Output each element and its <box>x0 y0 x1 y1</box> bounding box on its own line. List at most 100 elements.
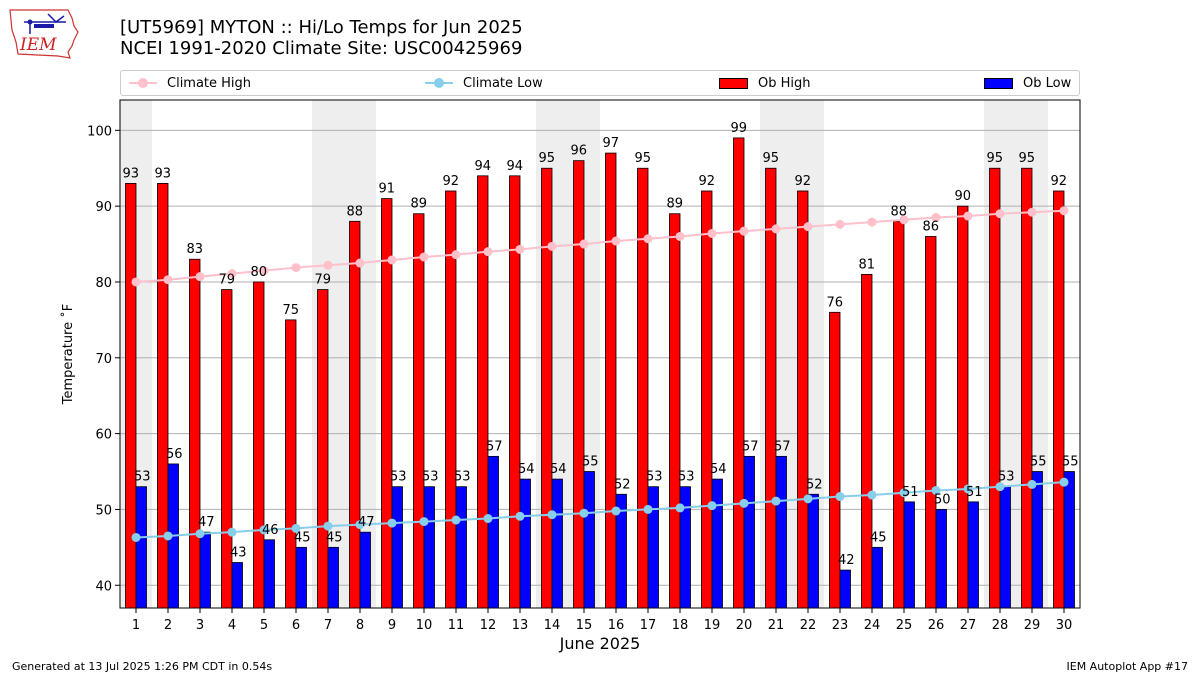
x-tick-label: 2 <box>164 618 172 633</box>
ob-low-bar <box>967 501 979 609</box>
climate-high-point <box>995 209 1005 219</box>
ob-high-value-label: 76 <box>826 295 843 310</box>
ob-high-bar <box>1021 167 1033 609</box>
climate-low-point <box>867 490 877 500</box>
y-tick-label: 60 <box>95 428 112 443</box>
climate-low-point <box>419 517 429 527</box>
chart-legend: Climate High Climate Low Ob High Ob Low <box>120 70 1080 96</box>
x-tick-label: 25 <box>896 618 913 633</box>
ob-high-bar <box>1053 190 1065 609</box>
ob-low-bar <box>1063 471 1075 609</box>
ob-high-value-label: 92 <box>1050 174 1067 189</box>
ob-low-value-label: 54 <box>550 462 567 477</box>
ob-high-bar <box>957 205 969 609</box>
climate-high-point <box>771 224 781 234</box>
ob-high-value-label: 91 <box>378 182 395 197</box>
ob-high-bar <box>989 167 1001 609</box>
ob-low-bar <box>935 509 947 609</box>
ob-high-value-label: 93 <box>154 166 171 181</box>
ob-high-value-label: 80 <box>250 265 267 280</box>
ob-high-bar <box>317 289 329 609</box>
climate-high-point <box>547 241 557 251</box>
ob-low-bar <box>903 501 915 609</box>
climate-low-point <box>387 518 397 528</box>
ob-high-value-label: 94 <box>506 159 523 174</box>
y-tick-label: 50 <box>95 503 112 518</box>
x-tick-label: 10 <box>416 618 433 633</box>
ob-low-value-label: 55 <box>1030 455 1047 470</box>
ob-low-value-label: 45 <box>294 530 311 545</box>
ob-high-value-label: 93 <box>122 166 139 181</box>
ob-low-value-label: 55 <box>1062 455 1079 470</box>
ob-high-value-label: 89 <box>666 197 683 212</box>
climate-high-point <box>643 234 653 244</box>
climate-low-point <box>131 532 141 542</box>
ob-high-bar <box>349 220 361 609</box>
x-tick-label: 9 <box>388 618 396 633</box>
climate-high-point <box>835 219 845 229</box>
climate-high-point <box>1059 206 1069 216</box>
ob-low-value-label: 53 <box>678 470 695 485</box>
climate-high-point <box>675 231 685 241</box>
ob-high-value-label: 94 <box>474 159 491 174</box>
climate-high-point <box>611 236 621 246</box>
legend-item-climate-low: Climate Low <box>425 71 543 95</box>
ob-high-bar <box>701 190 713 609</box>
y-tick-label: 90 <box>95 200 112 215</box>
ob-high-bar <box>573 160 585 609</box>
ob-high-value-label: 96 <box>570 144 587 159</box>
ob-low-value-label: 53 <box>998 470 1015 485</box>
climate-high-point <box>355 258 365 268</box>
x-tick-label: 4 <box>228 618 236 633</box>
ob-high-bar <box>125 183 137 609</box>
ob-low-value-label: 50 <box>934 492 951 507</box>
x-tick-label: 28 <box>992 618 1009 633</box>
legend-label: Ob Low <box>1023 75 1072 91</box>
ob-high-bar <box>733 137 745 609</box>
x-tick-label: 15 <box>576 618 593 633</box>
ob-low-value-label: 57 <box>486 439 503 454</box>
ob-high-value-label: 95 <box>1018 151 1035 166</box>
ob-high-value-label: 99 <box>730 121 747 136</box>
y-tick-label: 80 <box>95 276 112 291</box>
ob-high-bar <box>541 167 553 609</box>
x-tick-label: 3 <box>196 618 204 633</box>
ob-high-bar <box>605 152 617 609</box>
climate-high-point <box>259 266 269 276</box>
ob-low-bar <box>743 455 755 609</box>
climate-low-point <box>1027 479 1037 489</box>
x-tick-label: 22 <box>800 618 817 633</box>
ob-high-bar <box>509 175 521 609</box>
ob-high-bar <box>765 167 777 609</box>
ob-high-value-label: 79 <box>218 273 235 288</box>
ob-low-bar <box>487 455 499 609</box>
y-tick-label: 40 <box>95 579 112 594</box>
plot-frame <box>119 99 1081 609</box>
ob-low-bar <box>423 486 435 609</box>
climate-low-point <box>995 482 1005 492</box>
climate-high-point <box>483 247 493 257</box>
ob-low-value-label: 51 <box>902 485 919 500</box>
ob-high-bar <box>925 236 937 609</box>
climate-low-point <box>963 484 973 494</box>
climate-high-point <box>739 226 749 236</box>
ob-high-value-label: 75 <box>282 303 299 318</box>
chart-titles: [UT5969] MYTON :: Hi/Lo Temps for Jun 20… <box>120 17 523 59</box>
ob-high-bar <box>893 220 905 609</box>
climate-high-point <box>195 272 205 282</box>
ob-high-bar <box>861 273 873 609</box>
climate-high-point <box>163 275 173 285</box>
climate-low-point <box>835 492 845 502</box>
climate-low-point <box>291 523 301 533</box>
ob-low-value-label: 52 <box>806 477 823 492</box>
ob-high-value-label: 95 <box>986 151 1003 166</box>
climate-high-point <box>291 263 301 273</box>
x-tick-label: 21 <box>768 618 785 633</box>
ob-high-bar <box>797 190 809 609</box>
climate-low-point <box>547 510 557 520</box>
ob-low-value-label: 46 <box>262 523 279 538</box>
ob-low-value-label: 53 <box>646 470 663 485</box>
ob-low-value-label: 43 <box>230 546 247 561</box>
ob-low-value-label: 53 <box>134 470 151 485</box>
